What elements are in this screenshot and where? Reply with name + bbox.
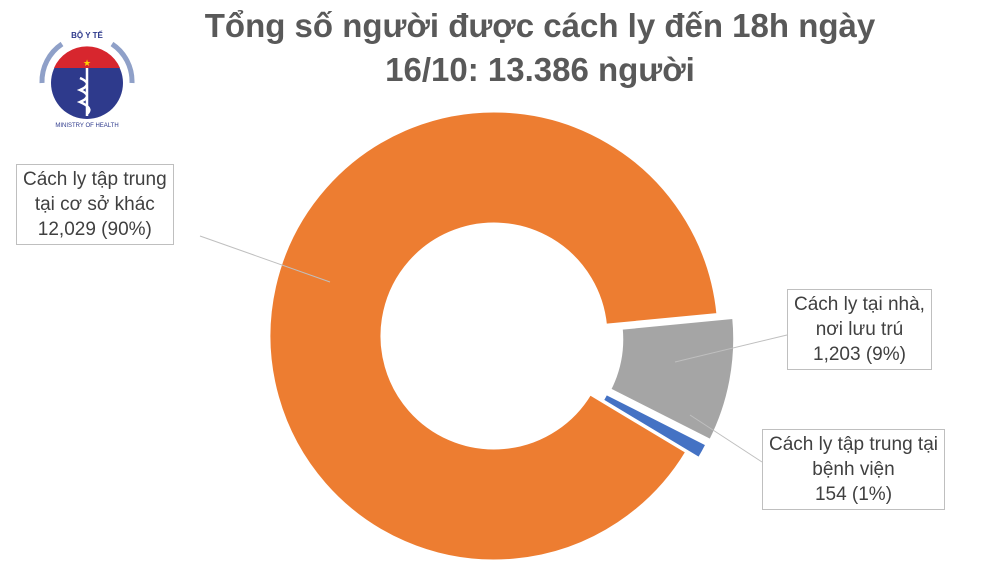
- label-line: 12,029 (90%): [37, 219, 152, 240]
- data-label-other-facility: Cách ly tập trung tại cơ sở khác 12,029 …: [16, 164, 174, 245]
- leader-line-0: [199, 235, 331, 283]
- label-line: 154 (1%): [814, 484, 893, 505]
- svg-text:★: ★: [83, 58, 91, 68]
- title-line-2: 16/10: 13.386 người: [385, 51, 695, 88]
- donut-slice-2: [600, 391, 709, 461]
- donut-slice-1: [607, 315, 737, 443]
- label-line: Cách ly tập trung: [23, 169, 167, 190]
- leader-line-1: [674, 334, 788, 363]
- ministry-of-health-logo: ★ BỘ Y TẾ MINISTRY OF HEALTH: [39, 30, 135, 128]
- svg-text:BỘ Y TẾ: BỘ Y TẾ: [71, 30, 103, 40]
- title-line-1: Tổng số người được cách ly đến 18h ngày: [204, 7, 876, 44]
- svg-text:MINISTRY OF HEALTH: MINISTRY OF HEALTH: [55, 123, 118, 128]
- donut-slice-0: [267, 109, 720, 562]
- leader-line-2: [689, 414, 763, 463]
- label-line: tại cơ sở khác: [34, 194, 155, 215]
- data-label-home: Cách ly tại nhà, nơi lưu trú 1,203 (9%): [787, 289, 932, 370]
- label-line: bệnh viện: [812, 459, 895, 480]
- data-label-hospital: Cách ly tập trung tại bệnh viện 154 (1%): [762, 429, 945, 510]
- chart-title: Tổng số người được cách ly đến 18h ngày …: [140, 4, 940, 92]
- label-line: nơi lưu trú: [815, 319, 904, 340]
- label-line: 1,203 (9%): [813, 344, 906, 365]
- label-line: Cách ly tập trung tại: [769, 434, 938, 455]
- label-line: Cách ly tại nhà,: [794, 294, 925, 315]
